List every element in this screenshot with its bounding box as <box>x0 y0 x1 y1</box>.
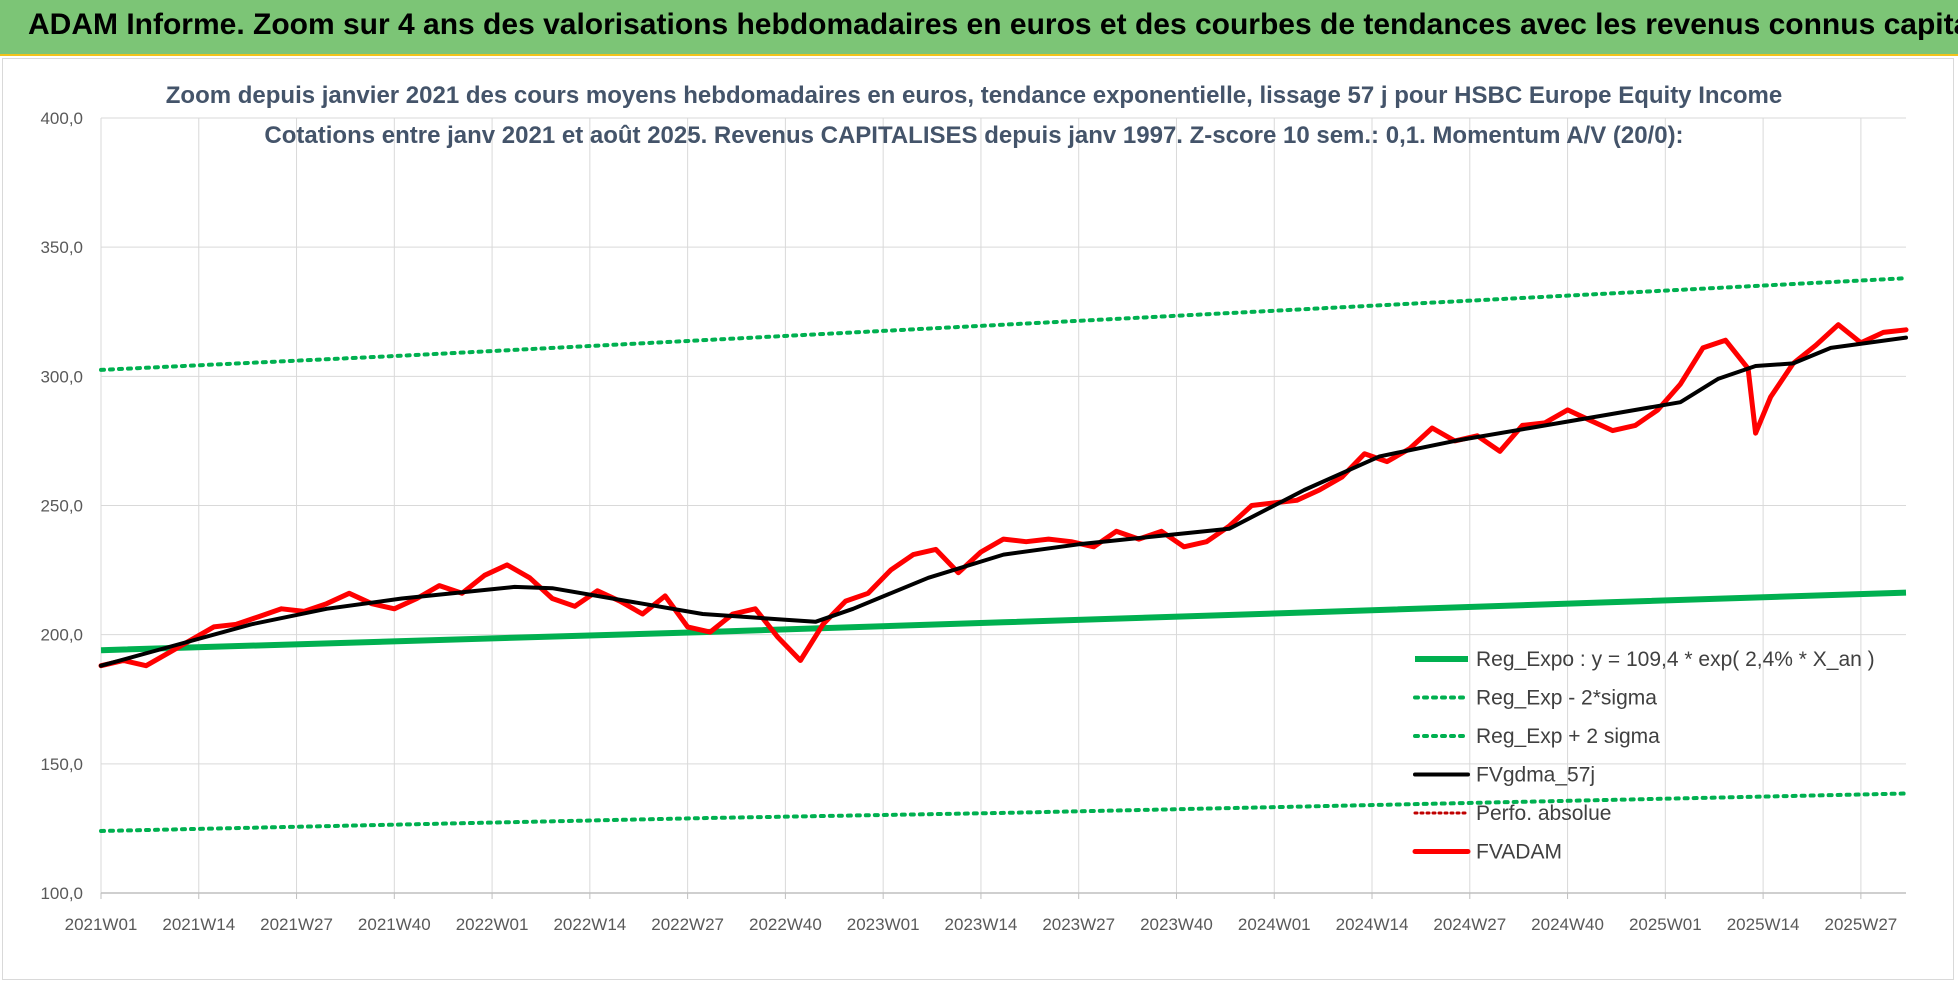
x-tick-label: 2024W01 <box>1238 915 1311 934</box>
header-title: ADAM Informe. Zoom sur 4 ans des valoris… <box>28 8 1958 41</box>
series-line-solid-green <box>100 589 1907 654</box>
x-tick-label: 2025W14 <box>1727 915 1800 934</box>
legend-label: FVgdma_57j <box>1476 764 1595 787</box>
axis-layer: 100,0 150,0 200,0 250,0 300,0 350,0 400,0 2021W… <box>40 109 1906 934</box>
x-tick-label: 2021W40 <box>358 915 431 934</box>
x-tick-label: 2023W27 <box>1042 915 1115 934</box>
x-tick-label: 2023W01 <box>847 915 920 934</box>
y-tick-label: 400,0 <box>40 109 83 128</box>
x-tick-label: 2024W27 <box>1433 915 1506 934</box>
x-tick-label: 2022W14 <box>553 915 626 934</box>
y-tick-label: 100,0 <box>40 884 83 903</box>
series-line-dotted-green <box>99 276 1908 372</box>
legend: Reg_Expo : y = 109,4 * exp( 2,4% * X_an … <box>1412 648 1875 864</box>
y-tick-label: 150,0 <box>40 755 83 774</box>
x-tick-label: 2021W01 <box>65 915 138 934</box>
x-tick-label: 2023W40 <box>1140 915 1213 934</box>
y-tick-label: 250,0 <box>40 497 83 516</box>
series-line-dotted-green <box>99 791 1908 833</box>
legend-label: Reg_Exp + 2 sigma <box>1476 725 1660 748</box>
series-layer <box>98 276 1909 833</box>
chart-frame <box>2 58 1954 980</box>
legend-label: Reg_Exp - 2*sigma <box>1476 687 1657 710</box>
x-tick-label: 2021W14 <box>162 915 235 934</box>
series-line-solid-black <box>99 335 1908 668</box>
legend-label: FVADAM <box>1476 841 1562 864</box>
x-tick-label: 2025W27 <box>1824 915 1897 934</box>
x-tick-label: 2022W40 <box>749 915 822 934</box>
x-tick-label: 2023W14 <box>945 915 1018 934</box>
x-tick-label: 2022W27 <box>651 915 724 934</box>
legend-label: Reg_Expo : y = 109,4 * exp( 2,4% * X_an … <box>1476 648 1875 671</box>
x-tick-label: 2025W01 <box>1629 915 1702 934</box>
y-tick-label: 350,0 <box>40 238 83 257</box>
header-bar: ADAM Informe. Zoom sur 4 ans des valoris… <box>0 0 1958 56</box>
x-tick-label: 2024W14 <box>1336 915 1409 934</box>
chart-title-line2: Cotations entre janv 2021 et août 2025. … <box>264 122 1683 149</box>
x-tick-label: 2024W40 <box>1531 915 1604 934</box>
x-tick-label: 2022W01 <box>456 915 529 934</box>
series-line-solid-red <box>98 322 1909 669</box>
grid-layer <box>100 117 1906 894</box>
x-tick-label: 2021W27 <box>260 915 333 934</box>
chart-title-line1: Zoom depuis janvier 2021 des cours moyen… <box>166 82 1782 109</box>
legend-label: Perfo. absolue <box>1476 802 1611 825</box>
y-tick-label: 300,0 <box>40 367 83 386</box>
y-tick-label: 200,0 <box>40 626 83 645</box>
